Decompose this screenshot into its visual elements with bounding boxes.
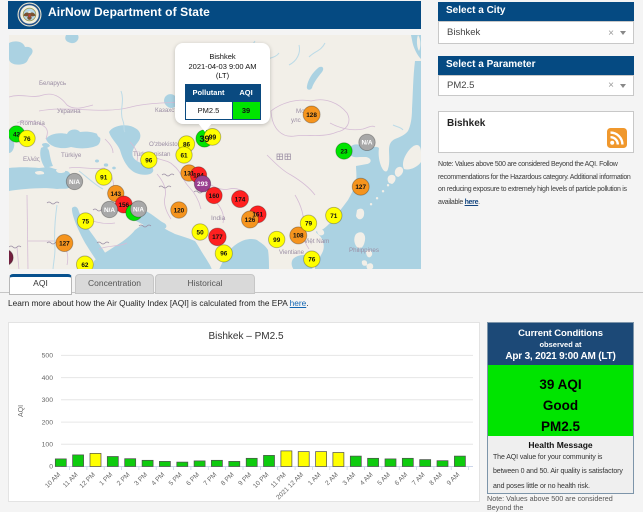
- svg-text:500: 500: [42, 353, 54, 360]
- svg-text:10 AM: 10 AM: [44, 471, 62, 489]
- svg-text:N/A: N/A: [104, 207, 115, 214]
- svg-text:126: 126: [245, 217, 256, 224]
- svg-text:Казахстан: Казахстан: [155, 107, 184, 114]
- svg-text:62: 62: [81, 262, 89, 269]
- svg-text:50: 50: [197, 229, 205, 236]
- svg-text:Ελλάς: Ελλάς: [23, 156, 40, 163]
- svg-text:N/A: N/A: [361, 140, 372, 147]
- svg-text:127: 127: [355, 184, 366, 191]
- svg-text:Philippines: Philippines: [349, 247, 379, 254]
- svg-text:71: 71: [330, 213, 338, 220]
- svg-text:7 PM: 7 PM: [202, 471, 218, 487]
- svg-text:Vientiane: Vientiane: [279, 250, 305, 256]
- svg-text:7 AM: 7 AM: [411, 471, 427, 487]
- svg-text:8 PM: 8 PM: [220, 471, 236, 487]
- svg-text:8 AM: 8 AM: [428, 471, 444, 487]
- svg-text:Việt Nam: Việt Nam: [304, 238, 329, 245]
- svg-text:3 PM: 3 PM: [133, 471, 149, 487]
- svg-text:91: 91: [100, 174, 108, 181]
- svg-text:улс: улс: [291, 117, 301, 124]
- svg-text:79: 79: [305, 221, 313, 228]
- svg-text:293: 293: [197, 181, 208, 188]
- svg-text:177: 177: [212, 234, 223, 241]
- svg-text:3 AM: 3 AM: [342, 471, 358, 487]
- svg-text:10 PM: 10 PM: [252, 471, 270, 489]
- svg-text:2 AM: 2 AM: [324, 471, 340, 487]
- svg-text:5 PM: 5 PM: [168, 471, 184, 487]
- svg-text:1 PM: 1 PM: [98, 471, 114, 487]
- svg-text:76: 76: [308, 257, 316, 264]
- svg-text:23: 23: [340, 148, 348, 155]
- svg-text:300: 300: [42, 397, 54, 404]
- svg-text:9 AM: 9 AM: [446, 471, 462, 487]
- svg-text:108: 108: [293, 233, 304, 240]
- svg-text:N/A: N/A: [133, 206, 144, 213]
- svg-text:12 PM: 12 PM: [78, 471, 96, 489]
- svg-text:Türkiye: Türkiye: [61, 152, 82, 159]
- svg-text:96: 96: [220, 251, 228, 258]
- svg-text:Bishkek – PM2.5: Bishkek – PM2.5: [208, 331, 283, 342]
- svg-text:184: 184: [193, 172, 204, 179]
- svg-text:11 AM: 11 AM: [62, 471, 80, 489]
- svg-text:143: 143: [110, 191, 121, 198]
- svg-text:75: 75: [82, 218, 90, 225]
- svg-text:O'zbekiston: O'zbekiston: [149, 141, 182, 148]
- svg-text:42: 42: [13, 131, 21, 138]
- svg-text:174: 174: [235, 196, 246, 203]
- svg-text:200: 200: [42, 419, 54, 426]
- svg-text:99: 99: [273, 237, 281, 244]
- svg-text:4 PM: 4 PM: [150, 471, 166, 487]
- svg-text:1 AM: 1 AM: [307, 471, 323, 487]
- svg-text:România: România: [20, 120, 45, 127]
- svg-text:61: 61: [180, 152, 188, 159]
- svg-text:0: 0: [49, 464, 53, 471]
- svg-text:2 PM: 2 PM: [116, 471, 132, 487]
- svg-text:100: 100: [42, 442, 54, 449]
- svg-text:6 AM: 6 AM: [394, 471, 410, 487]
- svg-text:6 PM: 6 PM: [185, 471, 201, 487]
- svg-text:5 AM: 5 AM: [376, 471, 392, 487]
- svg-text:Беларусь: Беларусь: [39, 80, 66, 87]
- svg-text:4 AM: 4 AM: [359, 471, 375, 487]
- svg-text:156: 156: [118, 202, 129, 209]
- svg-text:161: 161: [252, 212, 263, 219]
- svg-text:AQI: AQI: [18, 405, 25, 417]
- svg-text:131: 131: [184, 170, 195, 177]
- svg-text:99: 99: [209, 134, 217, 141]
- svg-text:Украина: Украина: [57, 108, 81, 115]
- svg-text:400: 400: [42, 375, 54, 382]
- svg-text:86: 86: [183, 141, 191, 148]
- svg-text:96: 96: [145, 157, 153, 164]
- svg-text:127: 127: [59, 240, 70, 247]
- svg-text:39: 39: [199, 134, 209, 144]
- svg-text:N/A: N/A: [69, 179, 80, 186]
- svg-text:76: 76: [23, 136, 31, 143]
- svg-text:120: 120: [174, 207, 185, 214]
- svg-text:128: 128: [306, 112, 317, 119]
- svg-text:India: India: [211, 215, 226, 222]
- svg-text:160: 160: [209, 193, 220, 200]
